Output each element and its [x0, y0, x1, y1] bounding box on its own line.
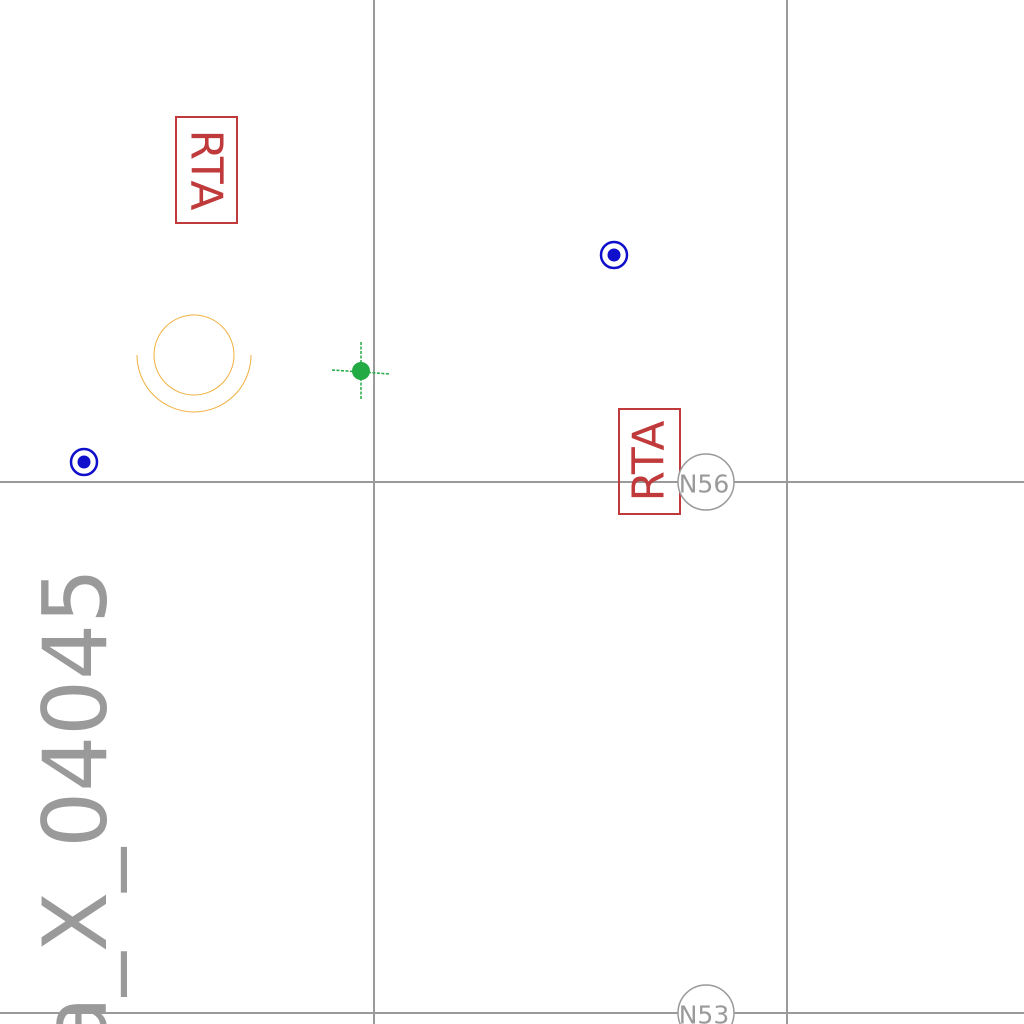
- target-dot-icon[interactable]: [69, 447, 99, 477]
- crosshair-point-icon-dot: [352, 362, 370, 380]
- target-dot-icon[interactable]: [599, 240, 629, 270]
- grid-bubble-n53-circle: [677, 984, 735, 1024]
- circular-fixture-icon-inner: [153, 314, 235, 396]
- rta-tag-1-label: RTA: [181, 130, 232, 211]
- rta-tag-2-box: [618, 408, 681, 515]
- target-dot-icon-core: [77, 455, 91, 469]
- sheet-label: a_X_04045: [24, 568, 127, 1024]
- rta-tag-1-box: [175, 116, 238, 224]
- rta-tag-2-label: RTA: [624, 421, 675, 502]
- circular-fixture-icon[interactable]: [136, 314, 252, 413]
- grid-bubble-n56[interactable]: N56: [677, 453, 735, 511]
- grid-bubble-n56-circle: [677, 453, 735, 511]
- grid-bubble-n53-label: N53: [679, 1001, 730, 1024]
- crosshair-point-icon[interactable]: [331, 342, 391, 400]
- grid-bubble-n56-label: N56: [679, 470, 730, 499]
- circular-fixture-icon-arc: [136, 354, 252, 413]
- target-dot-icon-core: [607, 248, 621, 262]
- rta-tag-1[interactable]: RTA: [175, 116, 238, 224]
- grid-bubble-n53[interactable]: N53: [677, 984, 735, 1024]
- rta-tag-2[interactable]: RTA: [618, 408, 681, 515]
